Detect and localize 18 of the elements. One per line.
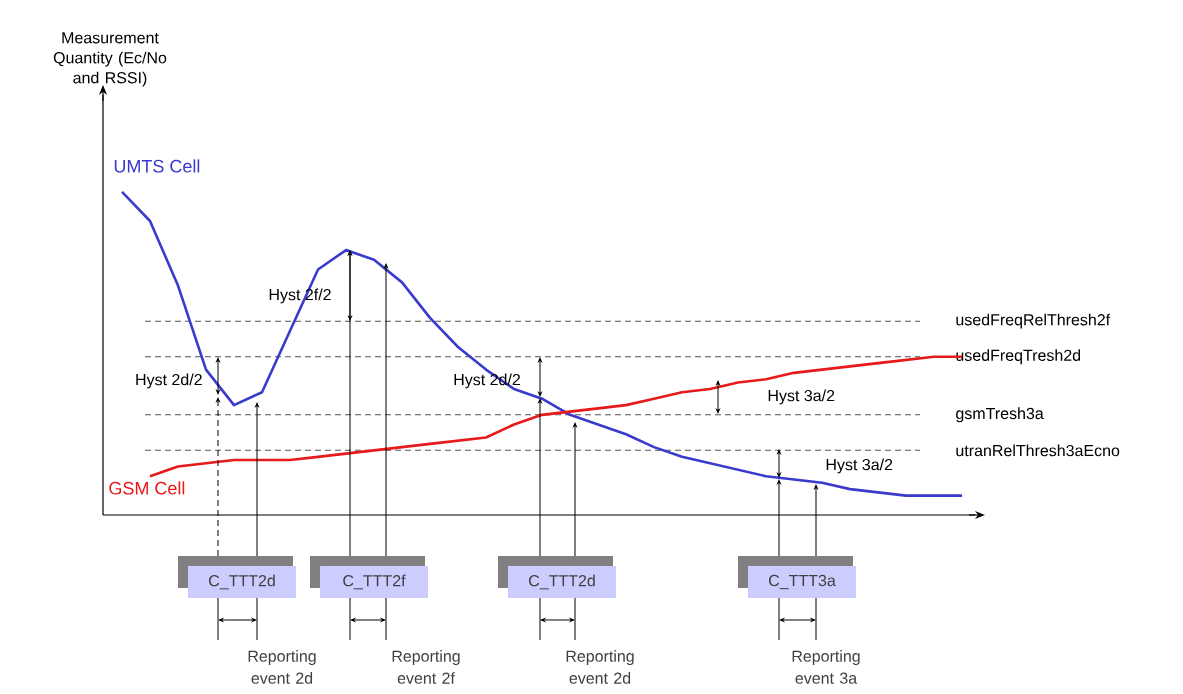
ref-line-label: gsmTresh3a xyxy=(956,407,1044,423)
text: C_TTT2d xyxy=(209,574,275,590)
text: Reporting event 2f xyxy=(392,650,460,684)
series-label: UMTS Cell xyxy=(114,159,200,173)
text: Reporting event 2d xyxy=(248,650,316,684)
text: Measurement Quantity (Ec/No and RSSI) xyxy=(53,32,167,87)
ref-line-label: usedFreqTresh2d xyxy=(956,349,1081,365)
text: C_TTT2d xyxy=(529,574,595,590)
text: Reporting event 3a xyxy=(792,650,860,684)
annotation: Hyst 3a/2 xyxy=(826,458,893,474)
text: C_TTT3a xyxy=(769,574,836,590)
ref-line-label: utranRelThresh3aEcno xyxy=(956,444,1120,457)
annotation: Hyst 3a/2 xyxy=(768,389,835,405)
text: C_TTT2f xyxy=(343,574,406,590)
series-label: GSM Cell xyxy=(109,481,185,495)
ref-line-label: usedFreqRelThresh2f xyxy=(956,313,1111,329)
annotation: Hyst 2d/2 xyxy=(136,373,202,389)
text: Reporting event 2d xyxy=(566,650,634,684)
